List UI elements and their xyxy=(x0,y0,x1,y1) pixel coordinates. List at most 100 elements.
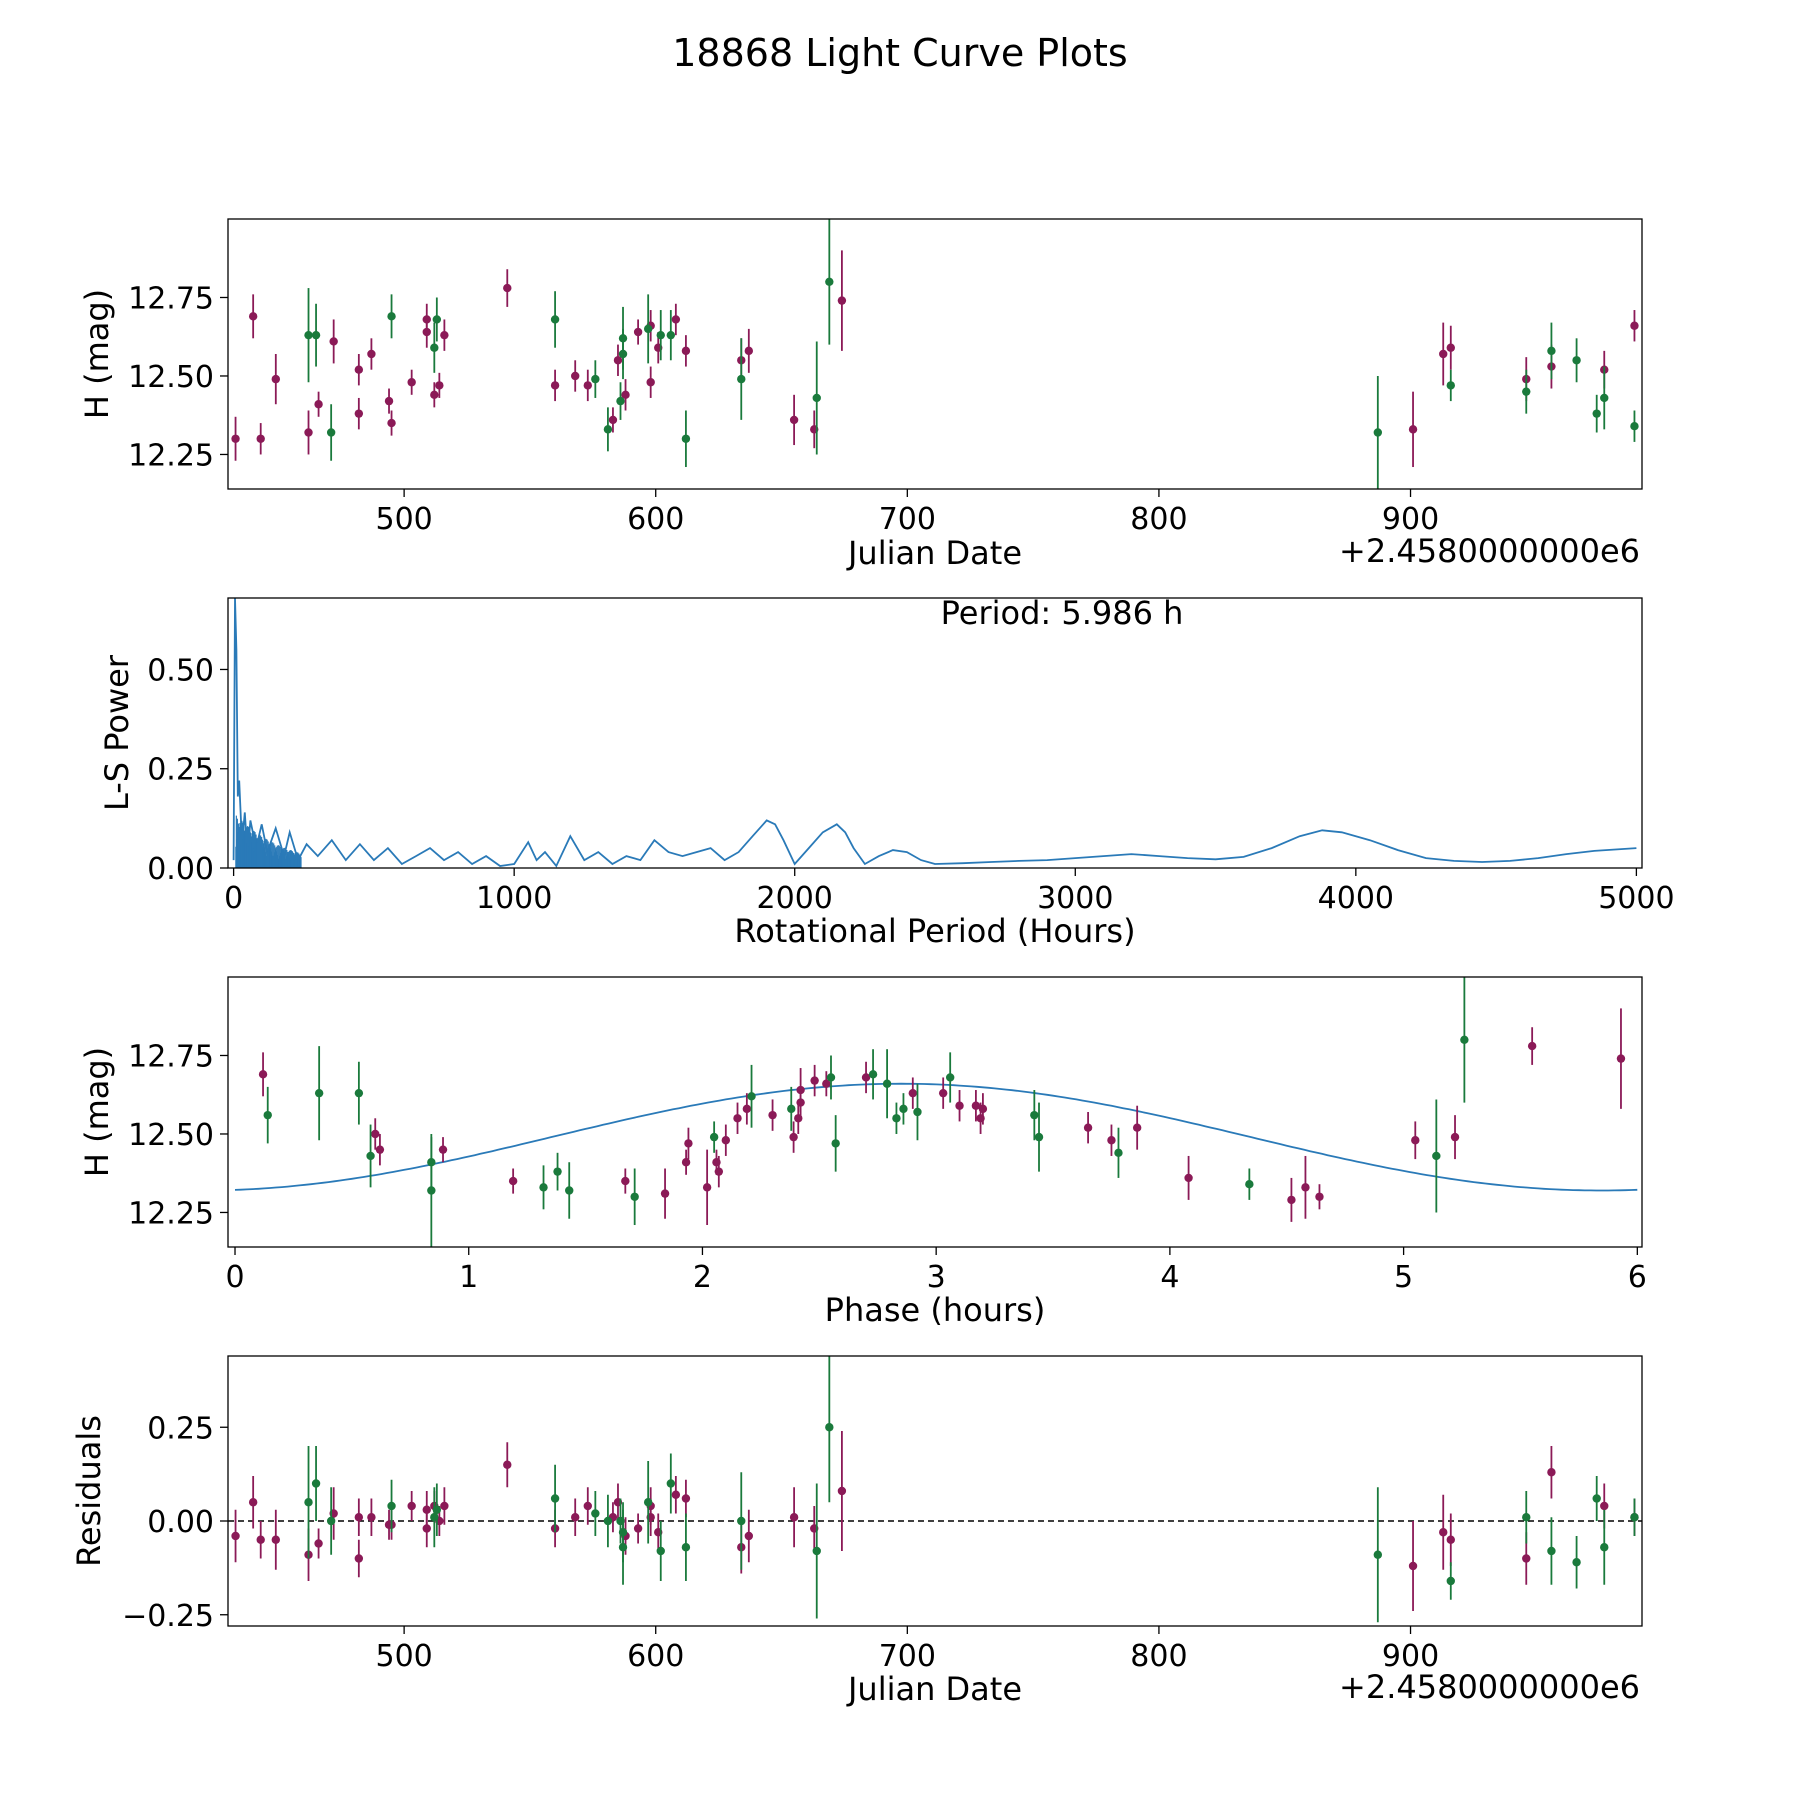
data-point xyxy=(1600,1501,1609,1511)
data-point xyxy=(789,415,799,425)
data-point xyxy=(747,1092,756,1101)
data-point xyxy=(440,330,449,340)
data-point xyxy=(681,1494,691,1503)
data-point xyxy=(733,1114,742,1123)
data-point xyxy=(387,312,396,321)
data-point xyxy=(1446,381,1455,390)
data-point xyxy=(231,434,240,443)
data-point xyxy=(1432,1151,1441,1161)
data-point xyxy=(550,381,560,390)
data-point xyxy=(438,1145,448,1154)
data-point xyxy=(684,1139,693,1148)
data-point xyxy=(603,1516,613,1526)
data-point xyxy=(591,1509,600,1518)
data-point xyxy=(971,1101,981,1110)
panel-julian-date-frame xyxy=(227,218,1643,490)
data-point xyxy=(1547,346,1556,356)
data-point xyxy=(407,1501,416,1511)
y-tick-label: 0.00 xyxy=(147,852,214,887)
data-point xyxy=(1408,425,1418,434)
data-point xyxy=(1522,1554,1531,1563)
series-filter-B xyxy=(263,977,1469,1247)
data-point xyxy=(304,330,313,340)
data-point xyxy=(371,1129,380,1139)
panel-periodogram-frame xyxy=(227,597,1643,869)
data-point xyxy=(630,1192,639,1201)
x-tick-label: 500 xyxy=(375,502,432,537)
data-point xyxy=(666,1479,676,1488)
data-point xyxy=(1184,1173,1193,1183)
data-point xyxy=(387,1501,396,1511)
data-point xyxy=(737,1516,746,1526)
data-point xyxy=(978,1104,988,1114)
data-point xyxy=(826,1073,836,1082)
data-point xyxy=(1592,1494,1601,1503)
data-point xyxy=(1245,1180,1254,1189)
x-tick-label: 0 xyxy=(224,881,243,916)
x-tick-label: 3 xyxy=(927,1260,946,1295)
data-point xyxy=(354,1088,364,1098)
data-point xyxy=(633,327,643,337)
data-point xyxy=(681,1158,691,1167)
data-point xyxy=(913,1107,922,1117)
data-point xyxy=(681,434,691,443)
periodogram-annotation: Period: 5.986 h xyxy=(941,594,1184,632)
data-point xyxy=(1600,1543,1609,1552)
x-tick-label: 5000 xyxy=(1598,881,1674,916)
panel-residuals: 500 600 700 800 900 −0.25 0.00 0.25 Julian Date… xyxy=(70,1355,1643,1708)
data-point xyxy=(1446,1576,1455,1586)
data-point xyxy=(311,1479,321,1488)
data-point xyxy=(384,396,394,406)
data-point xyxy=(1411,1136,1420,1145)
data-point xyxy=(1287,1195,1296,1205)
data-point xyxy=(660,1189,670,1198)
periodogram-spikes xyxy=(235,815,302,868)
y-tick-label: 0.00 xyxy=(147,1505,214,1540)
data-point xyxy=(539,1183,548,1192)
data-point xyxy=(1616,1054,1626,1063)
model-fit-curve xyxy=(234,1082,1638,1192)
data-point xyxy=(613,356,623,365)
panel-phase-ylabel: H (mag) xyxy=(78,1047,116,1177)
data-point xyxy=(742,1104,752,1114)
x-tick-label: 600 xyxy=(627,502,684,537)
data-point xyxy=(367,1513,376,1522)
panel-residuals-marks xyxy=(228,1356,1642,1623)
x-tick-label: 800 xyxy=(1130,1639,1187,1674)
data-point xyxy=(633,1524,643,1533)
panel-residuals-ticks: 500 600 700 800 900 −0.25 0.00 0.25 xyxy=(122,1411,1439,1674)
x-tick-label: 800 xyxy=(1130,502,1187,537)
x-tick-label: 4 xyxy=(1160,1260,1179,1295)
data-point xyxy=(714,1167,724,1176)
data-point xyxy=(616,396,625,406)
data-point xyxy=(314,1539,323,1548)
data-point xyxy=(1630,321,1639,330)
data-point xyxy=(1446,343,1455,352)
data-point xyxy=(621,1176,630,1186)
panel-phase-marks xyxy=(234,977,1638,1247)
x-tick-label: 1000 xyxy=(476,881,552,916)
data-point xyxy=(375,1145,385,1154)
data-point xyxy=(1439,349,1448,359)
data-point xyxy=(256,434,265,443)
data-point xyxy=(656,1546,665,1556)
panel-phase-ticks: 0 1 2 3 4 5 6 12.25 12.50 12.75 xyxy=(128,1039,1647,1295)
data-point xyxy=(1373,428,1383,437)
x-tick-label: 5 xyxy=(1394,1260,1413,1295)
data-point xyxy=(789,1513,799,1522)
y-tick-label: 0.25 xyxy=(147,753,214,788)
data-point xyxy=(553,1167,562,1176)
data-point xyxy=(1083,1123,1093,1132)
data-point xyxy=(248,1498,258,1507)
panel-julian-date-marks xyxy=(231,219,1639,489)
data-point xyxy=(812,1546,821,1556)
data-point xyxy=(1446,1535,1455,1544)
x-tick-label: 900 xyxy=(1382,1639,1439,1674)
series-filter-B xyxy=(304,219,1639,489)
data-point xyxy=(1132,1123,1142,1132)
data-point xyxy=(681,346,691,356)
y-tick-label: 12.75 xyxy=(128,1039,214,1074)
data-point xyxy=(945,1073,955,1082)
data-point xyxy=(1439,1528,1448,1537)
data-point xyxy=(810,1076,819,1085)
